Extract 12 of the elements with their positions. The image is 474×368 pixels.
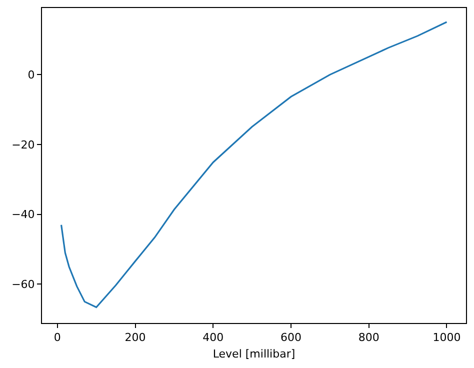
line-series: [60, 21, 448, 308]
x-tick-label: 600: [280, 331, 302, 344]
x-tick-label: 200: [124, 331, 146, 344]
x-tick-label: 800: [358, 331, 380, 344]
x-tick-label: 1000: [432, 331, 461, 344]
x-axis-title: Level [millibar]: [212, 347, 296, 360]
x-tick-label: 400: [202, 331, 224, 344]
y-tick-label: −40: [12, 208, 35, 222]
y-tick-label: 0: [28, 68, 35, 82]
y-tick-label: −20: [12, 138, 35, 152]
x-tick-label: 0: [54, 331, 61, 344]
y-tick-label: −60: [12, 278, 35, 292]
